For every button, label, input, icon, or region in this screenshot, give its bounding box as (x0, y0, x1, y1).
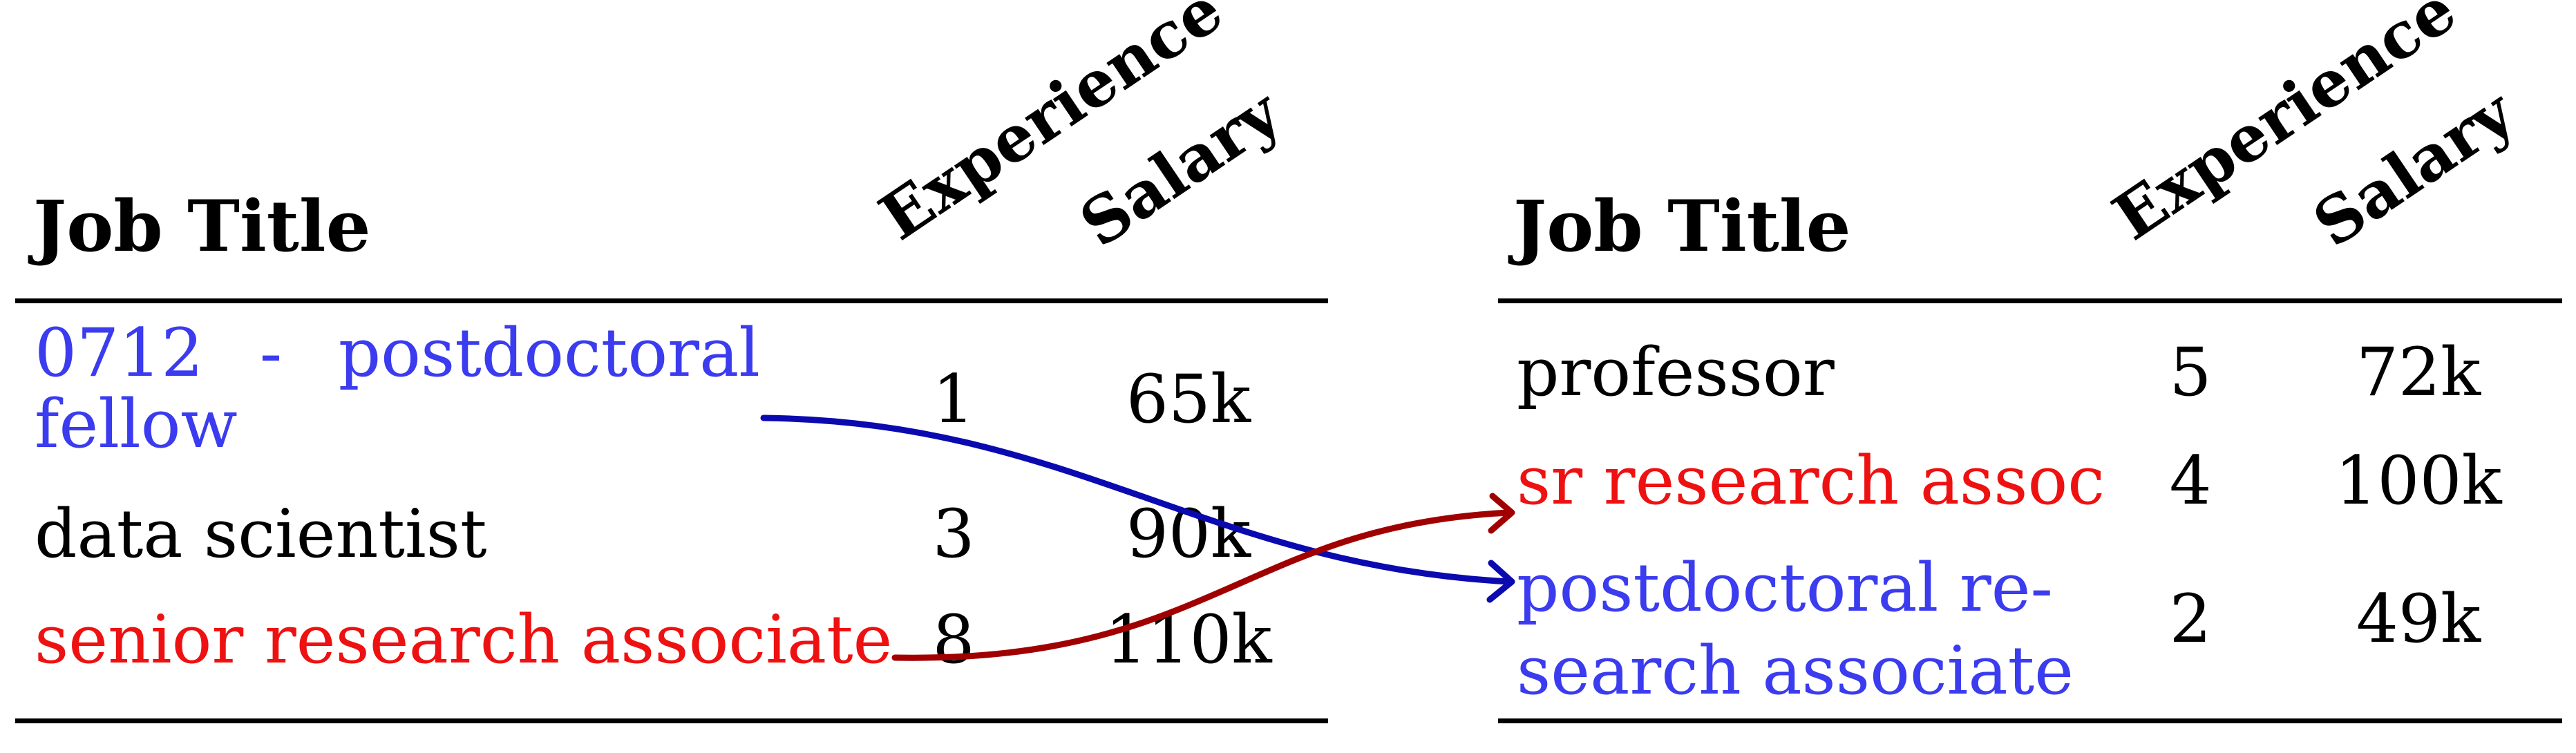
left-row-3-salary: 110k (1105, 601, 1272, 678)
left-bottom-rule (15, 718, 1328, 723)
left-row-1-salary: 65k (1126, 361, 1251, 438)
left-header-rule (15, 298, 1328, 303)
blue-mapping-arrow (760, 414, 1513, 585)
red-mapping-arrow (891, 509, 1513, 661)
left-row-2-experience: 3 (932, 495, 975, 573)
right-bottom-rule (1498, 718, 2562, 723)
right-row-2-experience: 4 (2169, 442, 2212, 520)
left-row-3-title: senior research associate (35, 601, 893, 678)
right-row-3-salary: 49k (2356, 580, 2481, 658)
left-header-job-title: Job Title (33, 185, 371, 268)
left-row-1-title: 0712 - postdoctoral fellow (35, 314, 760, 463)
right-header-rule (1498, 298, 2562, 303)
right-header-job-title: Job Title (1513, 185, 1851, 268)
left-row-2-title: data scientist (35, 495, 487, 573)
right-row-1-experience: 5 (2169, 334, 2212, 411)
right-row-1-title: professor (1517, 334, 1835, 411)
right-row-2-salary: 100k (2335, 442, 2502, 520)
left-row-1-experience: 1 (932, 361, 975, 438)
blue-arrowhead (1486, 560, 1515, 603)
right-row-3-experience: 2 (2169, 580, 2212, 658)
red-arrowhead (1488, 493, 1515, 534)
right-row-1-salary: 72k (2356, 334, 2481, 411)
right-row-2-title: sr research assoc (1517, 442, 2105, 520)
left-row-3-experience: 8 (932, 601, 975, 678)
right-row-3-title-line2: search associate (1517, 632, 2074, 709)
right-row-3-title-line1: postdoctoral re- (1517, 549, 2053, 627)
